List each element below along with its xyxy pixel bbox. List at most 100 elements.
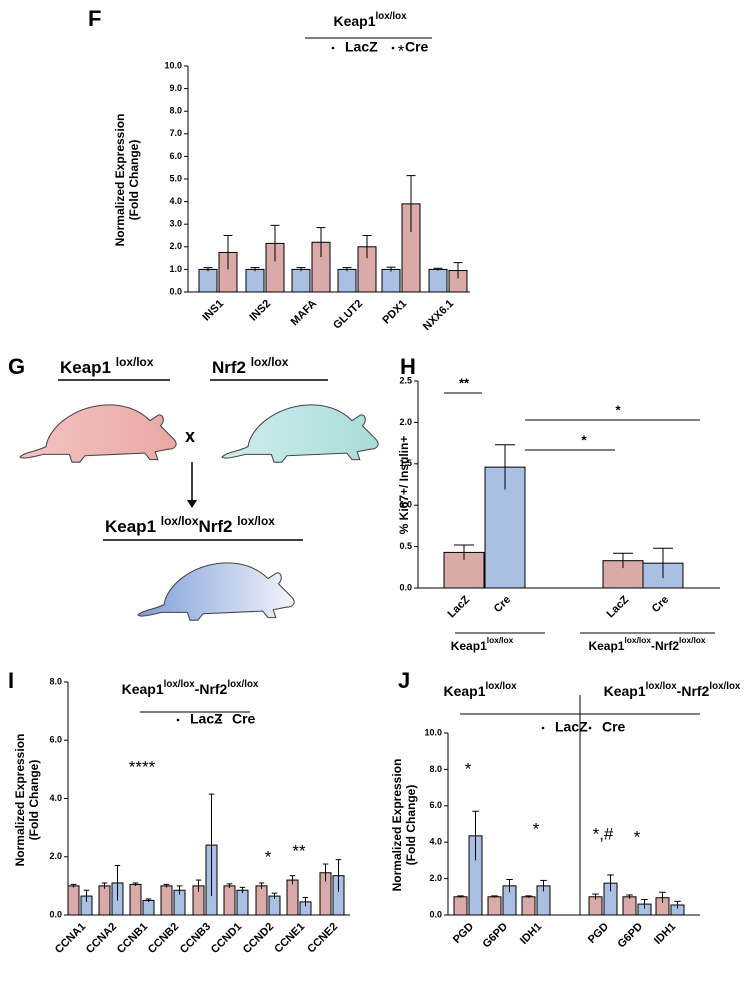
panel-letter: J [398, 668, 410, 693]
x-tick-label: G6PD [615, 921, 645, 951]
y-tick-label: 2.0 [399, 417, 412, 427]
legend-label: LacZ [345, 39, 378, 55]
legend-dot [218, 718, 222, 722]
heading: Keap1lox/lox-Nrf2lox/lox [588, 635, 705, 653]
y-tick-label: 0.0 [49, 909, 62, 919]
y-axis-label: % Ki67+/ Insulin+ [397, 436, 411, 535]
y-tick-label: 6.0 [49, 735, 62, 745]
heading-part: Keap1 [333, 13, 375, 29]
y-axis-label-line: Normalized Expression [13, 734, 27, 867]
bar [381, 268, 401, 293]
legend-label: Cre [232, 711, 256, 727]
x-tick-label: PDX1 [380, 298, 409, 327]
x-tick-label: CCNB2 [146, 921, 181, 956]
y-axis-label-line: (Fold Change) [27, 760, 41, 841]
y-tick-label: 5.0 [169, 173, 182, 183]
annotation: **** [129, 757, 156, 776]
y-axis-label-line: Normalized Expression [113, 114, 127, 247]
bar [142, 899, 155, 916]
heading-part: -Nrf2 [651, 639, 679, 653]
heading: Keap1lox/lox-Nrf2lox/lox [604, 681, 741, 699]
bar [160, 885, 173, 916]
y-tick-label: 4.0 [49, 793, 62, 803]
x-tick-label: PGD [586, 921, 611, 946]
y-tick-label: 4.0 [169, 196, 182, 206]
y-tick-label: 0.0 [399, 582, 412, 592]
heading-sup: lox/lox [164, 679, 196, 690]
legend-label: LacZ [190, 711, 223, 727]
heading-sup: lox/lox [487, 635, 514, 645]
x-tick-label: Cre [492, 594, 513, 615]
parent-a: Keap1 lox/lox [60, 355, 154, 377]
offspring: Keap1 lox/loxNrf2 lox/lox [105, 514, 275, 536]
annotation: *,# [593, 824, 614, 843]
heading-sup: lox/lox [227, 679, 259, 690]
x-tick-label: NXX6.1 [421, 298, 456, 333]
bar [291, 268, 311, 293]
x-tick-label: CCND2 [241, 921, 276, 956]
heading-sup: lox/lox [646, 681, 678, 692]
bar [198, 268, 218, 293]
heading: Keap1lox/lox-Nrf2lox/lox [122, 679, 259, 697]
label: Nrf2 [212, 358, 246, 377]
y-tick-label: 0.0 [429, 909, 442, 919]
y-tick-label: 2.0 [429, 873, 442, 883]
mouse-nrf2 [221, 404, 379, 463]
y-tick-label: 6.0 [429, 800, 442, 810]
diagram-g: G Keap1 lox/lox Nrf2 lox/lox x Keap1 lox… [8, 354, 379, 621]
bar [337, 268, 357, 293]
significance-label: ** [459, 375, 470, 390]
bar [255, 885, 268, 916]
bar [223, 885, 236, 916]
y-tick-label: 2.0 [49, 851, 62, 861]
cross: x [185, 426, 195, 446]
y-tick-label: 1.0 [169, 264, 182, 274]
heading-part: -Nrf2 [677, 683, 710, 699]
panel-letter: H [400, 354, 416, 379]
x-tick-label: CCNE1 [272, 921, 307, 956]
bar [521, 896, 536, 916]
bar [245, 268, 265, 293]
heading-part: -Nrf2 [195, 681, 228, 697]
x-tick-label: CCNA1 [53, 921, 88, 956]
panel-letter: G [8, 354, 25, 379]
y-tick-label: 8.0 [169, 106, 182, 116]
legend-dot [176, 718, 180, 722]
label-sup: lox/lox [251, 355, 289, 369]
bar [487, 896, 502, 916]
y-tick-label: 7.0 [169, 128, 182, 138]
y-tick-label: 6.0 [169, 151, 182, 161]
annotation: * [533, 819, 540, 838]
y-tick-label: 1.0 [399, 500, 412, 510]
y-tick-label: 3.0 [169, 219, 182, 229]
y-tick-label: 1.5 [399, 458, 412, 468]
significance-label: * [615, 402, 621, 417]
x-tick-label: CCND1 [209, 921, 244, 956]
heading-part: Keap1 [451, 639, 487, 653]
legend-dot [541, 726, 545, 730]
x-tick-label: PGD [451, 921, 476, 946]
x-tick-label: LacZ [605, 594, 632, 621]
y-tick-label: 10.0 [424, 727, 442, 737]
heading-part: Keap1 [604, 683, 646, 699]
annotation: * [398, 41, 405, 60]
y-tick-label: 4.0 [429, 837, 442, 847]
bar [67, 885, 80, 916]
arrow-head [187, 500, 197, 508]
annotation: * [634, 827, 641, 846]
heading-sup: lox/lox [709, 681, 741, 692]
y-axis-label: Normalized Expression(Fold Change) [390, 759, 418, 892]
heading-part: Keap1 [443, 683, 485, 699]
x-tick-label: CCNB3 [178, 921, 213, 956]
label-sup: lox/lox [116, 355, 154, 369]
heading-sup: lox/lox [485, 681, 517, 692]
y-tick-label: 0.5 [399, 541, 412, 551]
bar [286, 879, 299, 916]
bar [98, 885, 111, 916]
y-tick-label: 8.0 [49, 676, 62, 686]
legend-label: Cre [405, 39, 429, 55]
y-axis-label-line: (Fold Change) [404, 785, 418, 866]
x-tick-label: CCNE2 [305, 921, 340, 956]
annotation: ** [292, 841, 306, 860]
